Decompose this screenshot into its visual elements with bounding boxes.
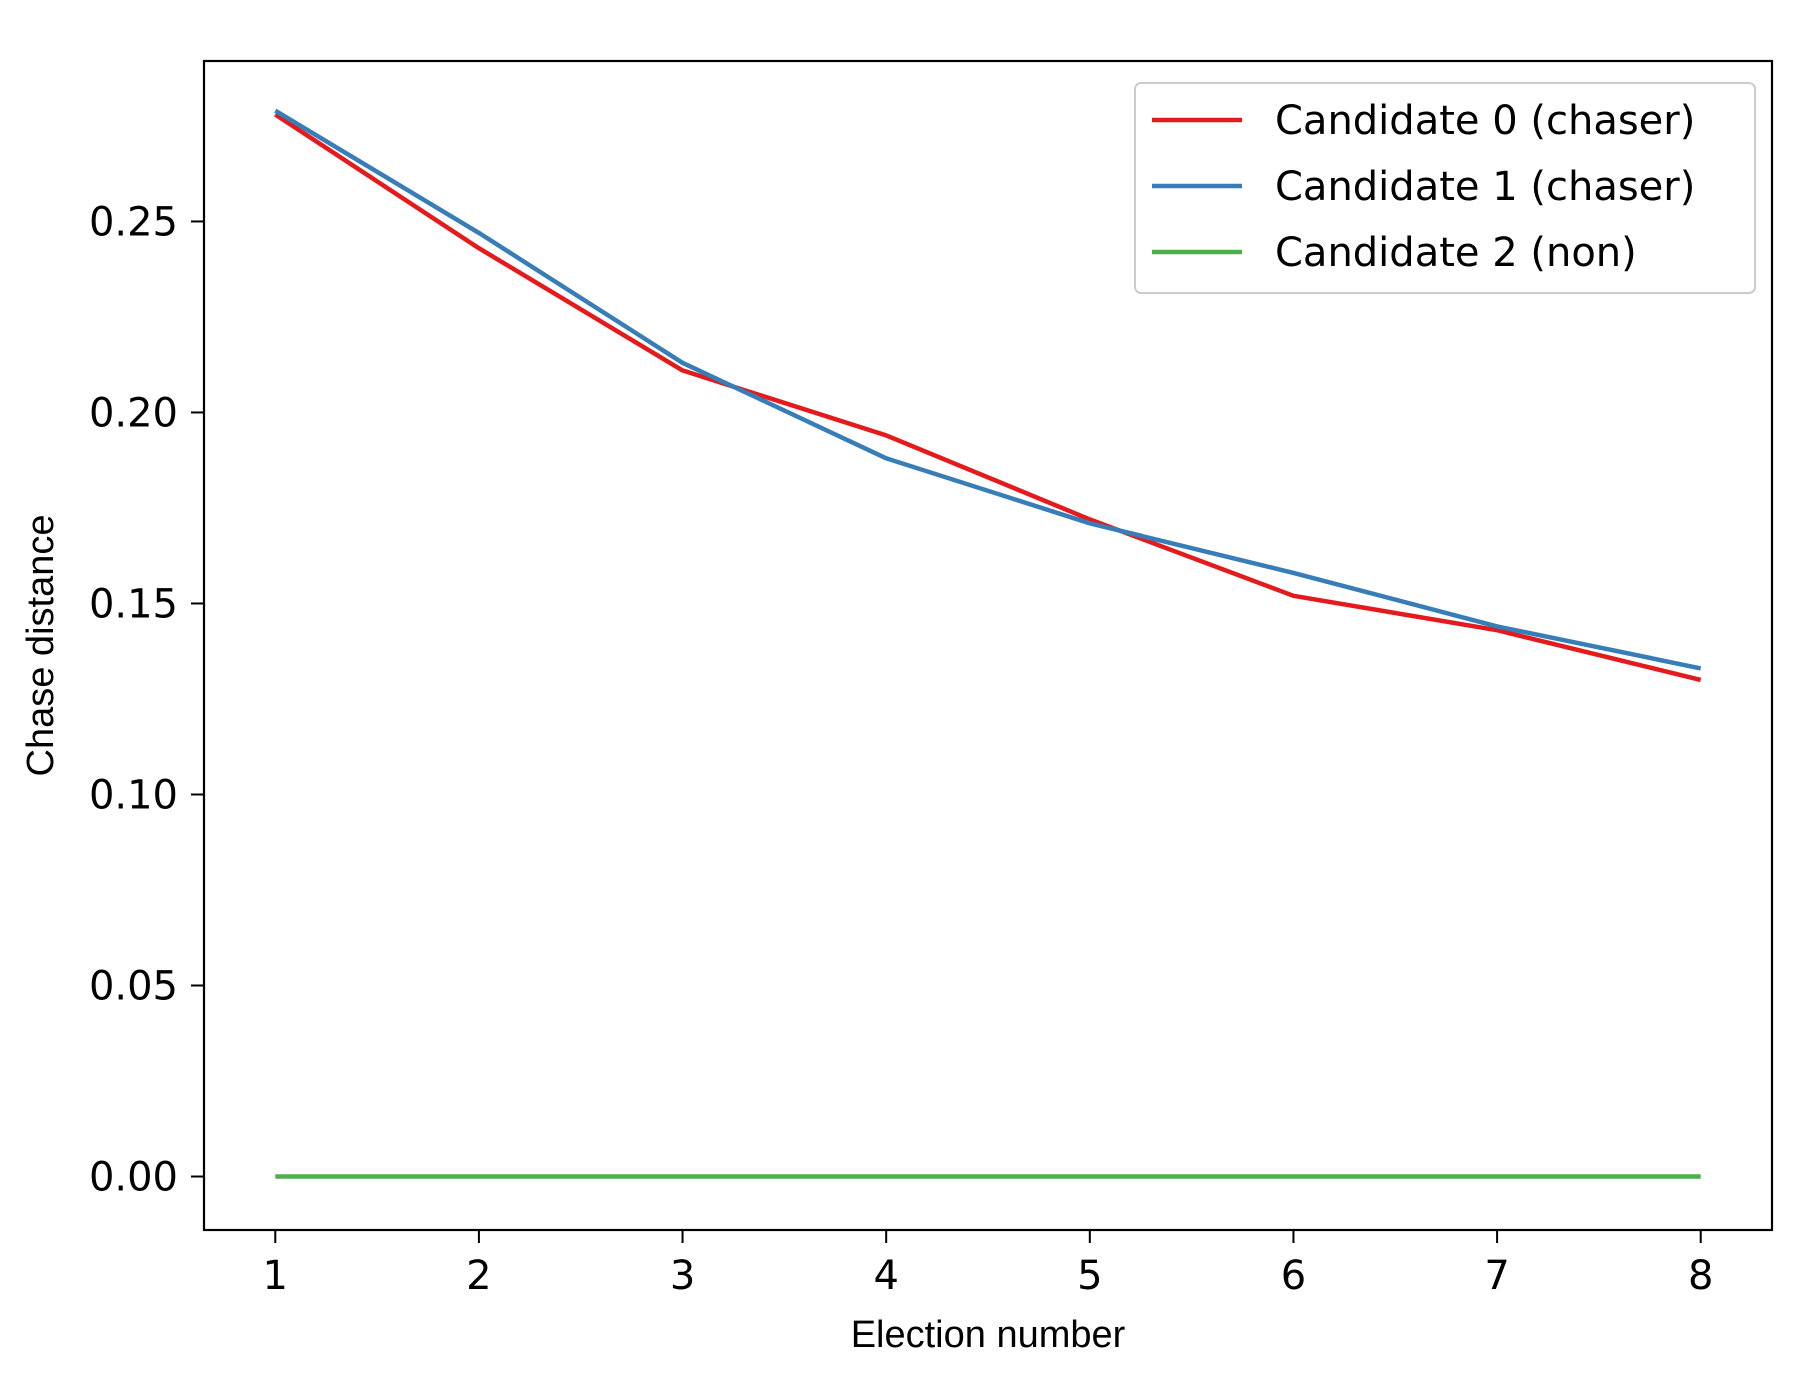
y-tick-label: 0.10 (89, 772, 178, 818)
y-axis-label: Chase distance (20, 515, 62, 777)
legend-label-candidate-0: Candidate 0 (chaser) (1275, 98, 1695, 144)
x-tick-label: 4 (873, 1253, 898, 1299)
legend-label-candidate-1: Candidate 1 (chaser) (1275, 164, 1695, 210)
x-axis-ticks: 1 2 3 4 5 6 7 8 (263, 1230, 1713, 1299)
legend-box (1134, 82, 1756, 294)
y-tick-label: 0.15 (89, 581, 178, 627)
plot-frame (202, 59, 1774, 1232)
legend: Candidate 0 (chaser) Candidate 1 (chaser)… (1134, 82, 1756, 294)
x-tick-label: 5 (1077, 1253, 1102, 1299)
x-tick-label: 6 (1281, 1253, 1306, 1299)
x-tick-label: 2 (466, 1253, 491, 1299)
y-tick-label: 0.20 (89, 390, 178, 436)
x-tick-label: 8 (1688, 1253, 1713, 1299)
y-axis-ticks: 0.00 0.05 0.10 0.15 0.20 0.25 (89, 199, 204, 1201)
y-tick-label: 0.05 (89, 964, 178, 1010)
y-tick-label: 0.25 (89, 199, 178, 245)
y-tick-label: 0.00 (89, 1155, 178, 1201)
series-line-candidate-1 (274, 108, 1702, 671)
x-tick-label: 3 (670, 1253, 695, 1299)
x-axis-label: Election number (851, 1314, 1126, 1356)
x-tick-label: 1 (263, 1253, 288, 1299)
plot-area (202, 59, 1774, 1232)
series-line-candidate-0 (274, 112, 1702, 683)
x-tick-label: 7 (1484, 1253, 1509, 1299)
legend-label-candidate-2: Candidate 2 (non) (1275, 230, 1637, 276)
